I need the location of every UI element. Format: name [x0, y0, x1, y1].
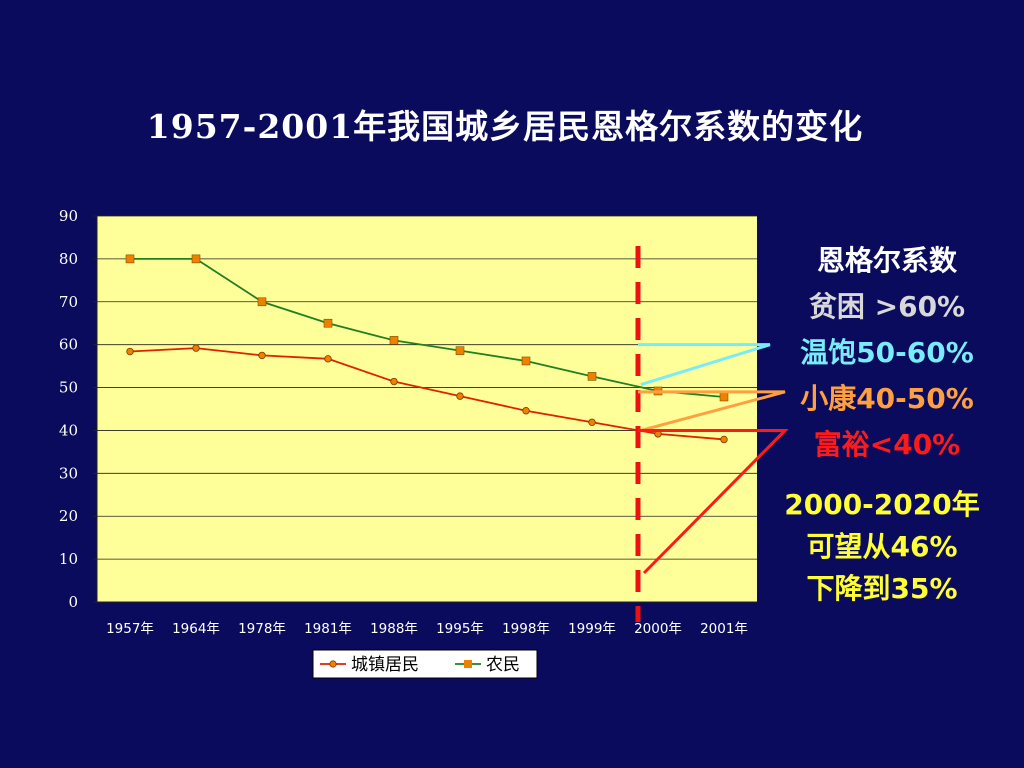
data-point-rural	[455, 346, 465, 355]
x-tick-label: 1964年	[172, 621, 220, 637]
data-point-urban	[588, 418, 596, 426]
y-tick-label: 30	[59, 464, 78, 482]
y-tick-label: 20	[59, 507, 78, 525]
forecast-line-3: 下降到35%	[806, 572, 958, 605]
legend-marker-circle	[329, 660, 337, 668]
x-tick-label: 1957年	[106, 621, 154, 637]
series-line-1	[130, 257, 725, 398]
engel-levels-panel: 恩格尔系数 贫困 >60% 温饱50-60% 小康40-50% 富裕<40%	[783, 238, 991, 468]
x-tick-label: 2000年	[634, 621, 682, 637]
y-tick-label: 70	[59, 293, 78, 311]
data-point-rural	[587, 372, 597, 381]
slide-title: 1957-2001年我国城乡居民恩格尔系数的变化	[146, 107, 864, 146]
data-point-urban	[720, 435, 728, 444]
x-tick-label: 1998年	[502, 621, 550, 637]
level-wealthy: 富裕<40%	[813, 428, 961, 461]
x-tick-label: 2001年	[700, 621, 748, 637]
callout-moderate	[638, 390, 786, 432]
level-callouts	[638, 343, 789, 575]
data-point-urban	[456, 392, 464, 400]
legend: 城镇居民 农民	[312, 649, 538, 679]
callout-subsistence	[638, 343, 771, 386]
y-tick-label: 0	[68, 593, 78, 611]
legend-marker-square	[464, 660, 472, 668]
data-point-rural	[323, 318, 333, 328]
level-subsistence: 温饱50-60%	[800, 336, 974, 369]
data-point-rural	[191, 254, 201, 264]
level-moderate: 小康40-50%	[800, 382, 974, 415]
data-point-urban	[324, 355, 332, 363]
series-line-0	[129, 347, 725, 441]
data-point-urban	[126, 347, 134, 356]
legend-label: 城镇居民	[351, 655, 419, 675]
y-tick-label: 60	[59, 336, 78, 354]
legend-box	[312, 649, 538, 679]
y-tick-label: 10	[59, 550, 78, 568]
data-point-rural	[257, 297, 267, 307]
legend-label: 农民	[486, 655, 520, 675]
x-tick-label: 1981年	[304, 621, 352, 637]
level-poverty: 贫困 >60%	[808, 290, 966, 323]
forecast-line-2: 可望从46%	[806, 530, 958, 563]
data-point-rural	[521, 356, 531, 366]
data-point-urban	[522, 407, 530, 415]
y-tick-label: 80	[59, 250, 78, 268]
series-lines	[129, 257, 725, 441]
data-point-rural	[389, 336, 399, 345]
forecast-line-1: 2000-2020年	[784, 488, 980, 521]
data-point-urban	[258, 351, 266, 360]
x-axis-ticks: 1957年 1964年 1978年 1981年 1988年 1995年 1998年 1999年…	[106, 621, 748, 637]
x-tick-label: 1999年	[568, 621, 616, 637]
x-tick-label: 1988年	[370, 621, 418, 637]
data-point-urban	[390, 377, 398, 386]
y-tick-label: 90	[59, 207, 78, 225]
data-point-rural	[125, 254, 135, 264]
forecast-panel: 2000-2020年 可望从46% 下降到35%	[778, 484, 986, 610]
data-point-rural	[719, 392, 729, 402]
plot-area	[97, 216, 757, 602]
data-point-urban	[192, 344, 200, 352]
engel-heading: 恩格尔系数	[816, 244, 957, 277]
y-tick-label: 40	[59, 421, 78, 439]
x-tick-label: 1995年	[436, 621, 484, 637]
x-tick-label: 1978年	[238, 621, 286, 637]
y-axis-ticks: 0 10 20 30 40 50 60 70 80 90	[59, 207, 97, 611]
axes	[96, 216, 757, 603]
y-tick-label: 50	[59, 379, 78, 397]
callout-wealthy	[638, 428, 789, 575]
